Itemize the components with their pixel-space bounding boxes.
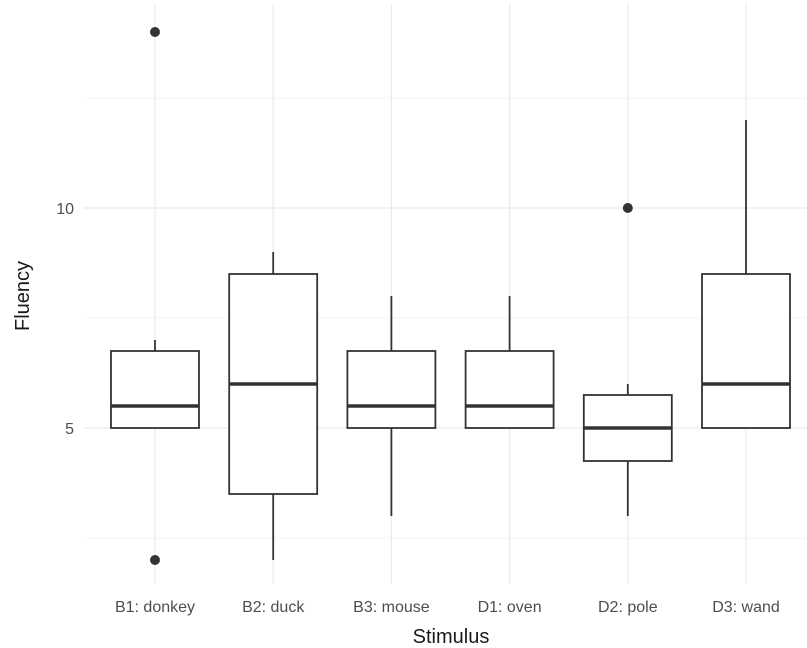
box-iqr — [346, 350, 437, 429]
box-group — [346, 296, 437, 516]
x-tick-label: B1: donkey — [115, 599, 195, 616]
x-tick-label: D2: pole — [598, 599, 658, 616]
x-tick-labels: B1: donkey B2: duck B3: mouse D1: oven D2: p… — [115, 599, 780, 616]
box-group — [464, 296, 555, 429]
box-group — [701, 120, 791, 429]
y-tick-label: 10 — [56, 201, 74, 218]
outlier-point — [622, 203, 633, 213]
box-group — [228, 252, 319, 560]
outlier-point — [150, 555, 160, 565]
x-tick-label: D3: wand — [712, 599, 780, 616]
boxes — [110, 27, 791, 565]
box-iqr — [701, 273, 791, 429]
box-iqr — [110, 350, 200, 429]
x-tick-label: B2: duck — [242, 599, 305, 616]
y-tick-labels: 5 10 — [56, 201, 74, 438]
y-tick-label: 5 — [65, 421, 74, 438]
box-group — [110, 27, 200, 565]
x-axis-title: Stimulus — [413, 626, 490, 648]
grid — [84, 4, 807, 584]
outlier-point — [150, 27, 160, 37]
box-group — [582, 203, 673, 516]
y-axis-title: Fluency — [12, 261, 34, 331]
x-tick-label: D1: oven — [478, 599, 542, 616]
x-tick-label: B3: mouse — [353, 599, 430, 616]
box-iqr — [464, 350, 555, 429]
